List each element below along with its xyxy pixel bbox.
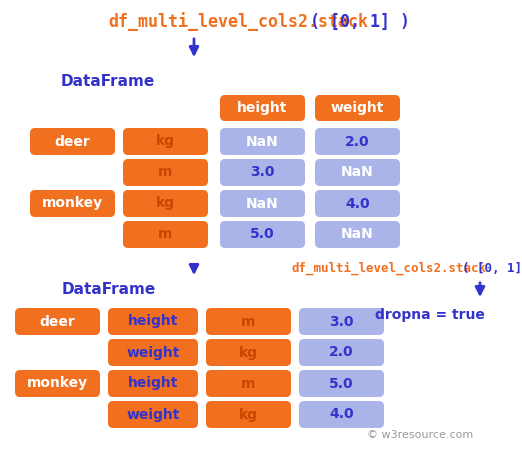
Text: deer: deer	[55, 135, 90, 148]
Text: 3.0: 3.0	[329, 315, 354, 328]
Text: 5.0: 5.0	[329, 377, 354, 391]
Text: 3.0: 3.0	[250, 166, 275, 180]
Text: ( [0, 1] ): ( [0, 1] )	[310, 13, 410, 31]
Text: DataFrame: DataFrame	[62, 283, 156, 297]
Text: df_multi_level_cols2.stack: df_multi_level_cols2.stack	[292, 261, 487, 274]
Text: © w3resource.com: © w3resource.com	[367, 430, 473, 440]
Text: 4.0: 4.0	[345, 197, 370, 211]
FancyBboxPatch shape	[220, 159, 305, 186]
FancyBboxPatch shape	[206, 308, 291, 335]
Text: 4.0: 4.0	[329, 408, 354, 422]
Text: 5.0: 5.0	[250, 228, 275, 242]
FancyBboxPatch shape	[206, 370, 291, 397]
FancyBboxPatch shape	[220, 95, 305, 121]
FancyBboxPatch shape	[123, 221, 208, 248]
FancyBboxPatch shape	[30, 128, 115, 155]
FancyBboxPatch shape	[299, 370, 384, 397]
Text: monkey: monkey	[27, 377, 88, 391]
Text: df_multi_level_cols2.stack: df_multi_level_cols2.stack	[108, 13, 368, 32]
FancyBboxPatch shape	[315, 95, 400, 121]
FancyBboxPatch shape	[123, 190, 208, 217]
Text: NaN: NaN	[341, 228, 374, 242]
Text: weight: weight	[126, 346, 180, 360]
FancyBboxPatch shape	[108, 401, 198, 428]
FancyBboxPatch shape	[220, 128, 305, 155]
Text: m: m	[158, 166, 173, 180]
FancyBboxPatch shape	[220, 221, 305, 248]
FancyBboxPatch shape	[299, 401, 384, 428]
Text: DataFrame: DataFrame	[61, 75, 155, 90]
FancyBboxPatch shape	[108, 308, 198, 335]
Text: m: m	[241, 315, 256, 328]
Text: NaN: NaN	[341, 166, 374, 180]
Text: ( [0, 1] ): ( [0, 1] )	[462, 261, 522, 274]
FancyBboxPatch shape	[108, 339, 198, 366]
Text: kg: kg	[239, 346, 258, 360]
Text: m: m	[158, 228, 173, 242]
Text: NaN: NaN	[246, 197, 279, 211]
FancyBboxPatch shape	[108, 370, 198, 397]
Text: height: height	[238, 101, 288, 115]
FancyBboxPatch shape	[123, 159, 208, 186]
FancyBboxPatch shape	[220, 190, 305, 217]
Text: height: height	[128, 315, 178, 328]
FancyBboxPatch shape	[315, 190, 400, 217]
Text: height: height	[128, 377, 178, 391]
FancyBboxPatch shape	[315, 128, 400, 155]
Text: m: m	[241, 377, 256, 391]
FancyBboxPatch shape	[315, 159, 400, 186]
Text: kg: kg	[156, 135, 175, 148]
FancyBboxPatch shape	[15, 370, 100, 397]
Text: 2.0: 2.0	[345, 135, 370, 148]
Text: NaN: NaN	[246, 135, 279, 148]
Text: deer: deer	[40, 315, 75, 328]
Text: 2.0: 2.0	[329, 346, 354, 360]
Text: monkey: monkey	[42, 197, 103, 211]
Text: weight: weight	[331, 101, 384, 115]
FancyBboxPatch shape	[299, 308, 384, 335]
FancyBboxPatch shape	[123, 128, 208, 155]
Text: kg: kg	[239, 408, 258, 422]
Text: kg: kg	[156, 197, 175, 211]
FancyBboxPatch shape	[30, 190, 115, 217]
FancyBboxPatch shape	[206, 401, 291, 428]
FancyBboxPatch shape	[315, 221, 400, 248]
FancyBboxPatch shape	[15, 308, 100, 335]
FancyBboxPatch shape	[299, 339, 384, 366]
FancyBboxPatch shape	[206, 339, 291, 366]
Text: dropna = true: dropna = true	[375, 308, 485, 322]
Text: weight: weight	[126, 408, 180, 422]
